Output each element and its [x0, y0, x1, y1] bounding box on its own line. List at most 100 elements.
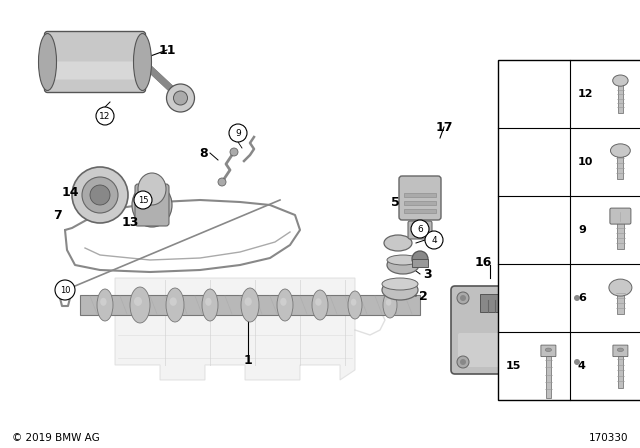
Text: 3: 3 [422, 267, 431, 280]
Circle shape [571, 356, 583, 368]
Circle shape [96, 107, 114, 125]
Bar [618, 151, 623, 179]
Bar [618, 81, 623, 112]
Circle shape [574, 295, 580, 301]
Polygon shape [115, 278, 355, 380]
FancyBboxPatch shape [51, 61, 140, 79]
FancyBboxPatch shape [458, 333, 582, 367]
FancyBboxPatch shape [541, 345, 556, 357]
Bar [480, 294, 550, 312]
Circle shape [55, 280, 75, 300]
Text: 17: 17 [435, 121, 452, 134]
Ellipse shape [545, 348, 552, 352]
Text: 8: 8 [200, 146, 208, 159]
FancyBboxPatch shape [451, 286, 589, 374]
Circle shape [230, 148, 238, 156]
Text: 10: 10 [60, 285, 70, 294]
Bar [404, 193, 436, 197]
Circle shape [82, 177, 118, 213]
Text: 10: 10 [578, 157, 593, 167]
Text: 7: 7 [52, 208, 61, 221]
Ellipse shape [612, 75, 628, 86]
Text: 2: 2 [419, 289, 428, 302]
Ellipse shape [384, 235, 412, 251]
Text: 1: 1 [244, 353, 252, 366]
Circle shape [173, 91, 188, 105]
Text: 6: 6 [578, 293, 586, 303]
Text: 13: 13 [122, 215, 139, 228]
Text: 4: 4 [578, 361, 586, 371]
Ellipse shape [202, 289, 218, 321]
Ellipse shape [241, 288, 259, 322]
Text: © 2019 BMW AG: © 2019 BMW AG [12, 433, 100, 443]
Ellipse shape [134, 297, 142, 306]
Bar [404, 201, 436, 205]
Circle shape [574, 359, 580, 365]
Ellipse shape [383, 292, 397, 318]
Bar [617, 288, 624, 314]
Circle shape [72, 167, 128, 223]
Text: 15: 15 [138, 195, 148, 204]
Text: 9: 9 [578, 225, 586, 235]
Text: 6: 6 [417, 224, 423, 233]
FancyBboxPatch shape [399, 176, 441, 220]
Ellipse shape [382, 280, 418, 300]
Circle shape [457, 292, 469, 304]
Circle shape [166, 84, 195, 112]
Text: 11: 11 [158, 43, 176, 56]
Bar [617, 223, 624, 249]
FancyBboxPatch shape [613, 345, 628, 357]
Bar [412, 259, 428, 267]
Circle shape [411, 220, 429, 238]
FancyBboxPatch shape [610, 208, 631, 224]
Ellipse shape [97, 289, 113, 321]
Circle shape [90, 185, 110, 205]
Circle shape [425, 231, 443, 249]
Ellipse shape [315, 298, 321, 306]
Text: 9: 9 [235, 129, 241, 138]
Ellipse shape [412, 251, 428, 267]
Text: 12: 12 [99, 112, 111, 121]
Text: 14: 14 [61, 185, 79, 198]
Ellipse shape [611, 144, 630, 157]
Circle shape [571, 292, 583, 304]
Ellipse shape [244, 297, 252, 306]
Ellipse shape [387, 255, 419, 265]
Ellipse shape [170, 297, 177, 306]
Ellipse shape [609, 279, 632, 296]
Circle shape [229, 124, 247, 142]
Ellipse shape [280, 298, 287, 306]
Ellipse shape [382, 278, 418, 290]
Text: 4: 4 [431, 236, 437, 245]
Bar [404, 209, 436, 213]
Bar [618, 356, 623, 388]
Bar [498, 60, 640, 400]
Ellipse shape [166, 288, 184, 322]
FancyBboxPatch shape [135, 184, 169, 226]
Ellipse shape [38, 34, 56, 90]
Circle shape [134, 191, 152, 209]
Text: 16: 16 [474, 255, 492, 268]
Ellipse shape [351, 299, 356, 306]
Bar [546, 356, 551, 398]
Ellipse shape [277, 289, 293, 321]
Ellipse shape [387, 256, 419, 274]
Circle shape [460, 359, 466, 365]
Text: 170330: 170330 [589, 433, 628, 443]
Circle shape [457, 356, 469, 368]
FancyBboxPatch shape [408, 221, 432, 239]
Ellipse shape [100, 298, 107, 306]
Ellipse shape [386, 299, 392, 306]
Text: 12: 12 [578, 89, 593, 99]
Ellipse shape [130, 287, 150, 323]
Circle shape [460, 295, 466, 301]
FancyBboxPatch shape [45, 31, 145, 92]
Ellipse shape [132, 183, 172, 227]
Circle shape [218, 178, 226, 186]
Ellipse shape [138, 173, 166, 205]
Ellipse shape [134, 34, 152, 90]
Ellipse shape [348, 291, 362, 319]
Ellipse shape [617, 348, 623, 352]
Ellipse shape [205, 298, 212, 306]
Bar [80, 295, 420, 315]
